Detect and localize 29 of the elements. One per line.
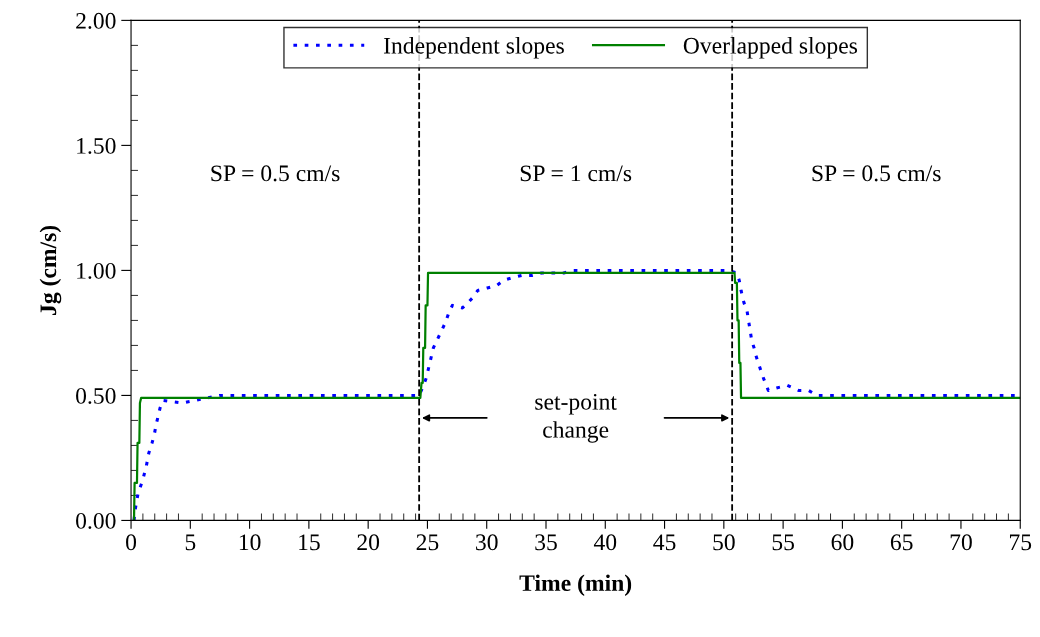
- x-tick-label: 50: [713, 534, 735, 551]
- x-tick-label: 35: [535, 534, 557, 551]
- x-axis-title: Time (min): [519, 574, 632, 596]
- y-tick-label: 1.00: [77, 262, 116, 279]
- x-tick-label: 0: [126, 534, 137, 551]
- x-tick-label: 75: [1009, 534, 1032, 551]
- legend-label: Overlapped slopes: [683, 37, 858, 59]
- y-tick-label: 2.00: [76, 12, 116, 29]
- x-tick-label: 40: [593, 534, 617, 551]
- x-tick-label: 10: [239, 534, 261, 551]
- annotation: SP = 0.5 cm/s: [211, 165, 340, 182]
- y-tick-label: 0.50: [76, 387, 116, 404]
- x-tick-label: 60: [831, 534, 854, 551]
- x-tick-label: 65: [890, 534, 913, 551]
- annotation: SP = 1 cm/s: [520, 165, 632, 182]
- annotation: set-point change: [535, 393, 617, 443]
- x-tick-label: 45: [653, 534, 676, 551]
- x-tick-label: 70: [950, 534, 972, 551]
- legend-label: Independent slopes: [383, 37, 564, 59]
- x-tick-label: 20: [357, 534, 380, 551]
- x-tick-label: 55: [772, 534, 794, 551]
- x-tick-label: 25: [416, 534, 439, 551]
- x-tick-label: 5: [185, 534, 196, 551]
- annotation: SP = 0.5 cm/s: [812, 165, 941, 182]
- x-tick-label: 30: [476, 534, 498, 551]
- y-tick-label: 0.00: [76, 512, 116, 529]
- y-axis-title: Jg (cm/s): [39, 225, 62, 315]
- x-tick-label: 15: [299, 534, 320, 551]
- y-tick-label: 1.50: [77, 137, 116, 154]
